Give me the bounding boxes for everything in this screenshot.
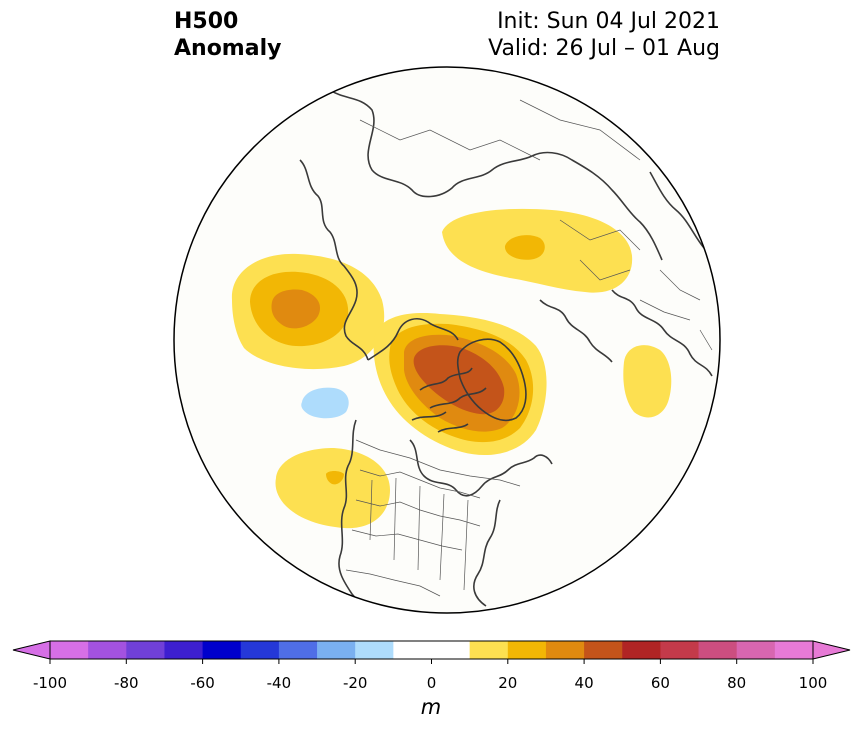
colorbar-tick-label: 20 [498, 674, 517, 692]
coast-siberia [329, 89, 663, 261]
coast-hudson [409, 439, 553, 497]
colorbar-cell [393, 641, 432, 659]
plot-title-right: Init: Sun 04 Jul 2021 Valid: 26 Jul – 01… [488, 8, 720, 62]
colorbar-tick-label: 100 [799, 674, 828, 692]
border-us-states [351, 469, 481, 591]
colorbar-tick-label: -20 [343, 674, 368, 692]
colorbar-cell [355, 641, 394, 659]
coast-greenland [456, 338, 527, 422]
field-name: Anomaly [174, 36, 282, 61]
colorbar-extend-high [812, 640, 851, 660]
coast-na-east [473, 499, 501, 607]
colorbar-cell [660, 641, 700, 659]
anomaly-alaska-30 [271, 289, 321, 329]
coast-bering [299, 159, 369, 361]
map-boundary [173, 66, 721, 614]
borders [345, 99, 713, 597]
coast-europe [611, 171, 713, 377]
colorbar-cell [240, 641, 280, 659]
colorbar-cell [507, 641, 547, 659]
plot-title-left: H500 Anomaly [174, 8, 281, 62]
valid-range: Valid: 26 Jul – 01 Aug [488, 36, 720, 61]
border-russia [359, 99, 641, 281]
colorbar-cell [469, 641, 509, 659]
polar-map [173, 66, 721, 614]
colorbar-cell [736, 641, 776, 659]
anomaly-westus-20 [326, 471, 344, 485]
colorbar-tick-label: 60 [651, 674, 670, 692]
colorbar-cell [698, 641, 738, 659]
init-date: Init: Sun 04 Jul 2021 [497, 9, 720, 34]
colorbar-tick-label: 80 [727, 674, 746, 692]
colorbar-tick-label: -60 [190, 674, 215, 692]
border-europe [639, 269, 713, 351]
coast-scandinavia [539, 299, 613, 363]
colorbar-cell [622, 641, 661, 659]
colorbar-cell [126, 641, 165, 659]
colorbar-cell [88, 641, 127, 659]
anomaly-greenland-40 [413, 345, 505, 415]
colorbar-tick-label: -40 [267, 674, 292, 692]
colorbar-tick-label: -100 [33, 674, 67, 692]
colorbar: -100 -80 -60 -40 -20 0 20 40 60 80 100 m [12, 640, 851, 719]
variable-name: H500 [174, 9, 239, 34]
colorbar-extend-low [12, 640, 51, 660]
colorbar-cell [431, 641, 471, 659]
anomaly-westus-10 [275, 448, 390, 529]
coastlines [299, 89, 713, 613]
colorbar-cell [317, 641, 356, 659]
colorbar-cell [545, 641, 585, 659]
colorbar-cell [774, 641, 814, 659]
coast-alaska [367, 318, 459, 361]
colorbar-cell [584, 641, 623, 659]
colorbar-cell [278, 641, 318, 659]
border-canada-us [355, 439, 521, 487]
anomaly-pacific-neg10 [301, 387, 349, 419]
colorbar-unit: m [421, 695, 441, 719]
colorbar-tick-label: -80 [114, 674, 139, 692]
coast-arctic-islands [411, 367, 487, 433]
colorbar-tick-label: 0 [427, 674, 437, 692]
anomaly-europe-10 [623, 345, 672, 418]
colorbar-cell [50, 641, 89, 659]
colorbar-cell [164, 641, 204, 659]
colorbar-cell [202, 641, 242, 659]
colorbar-tick-label: 40 [575, 674, 594, 692]
border-mexico [345, 569, 441, 597]
anomaly-siberia-20 [504, 235, 545, 260]
